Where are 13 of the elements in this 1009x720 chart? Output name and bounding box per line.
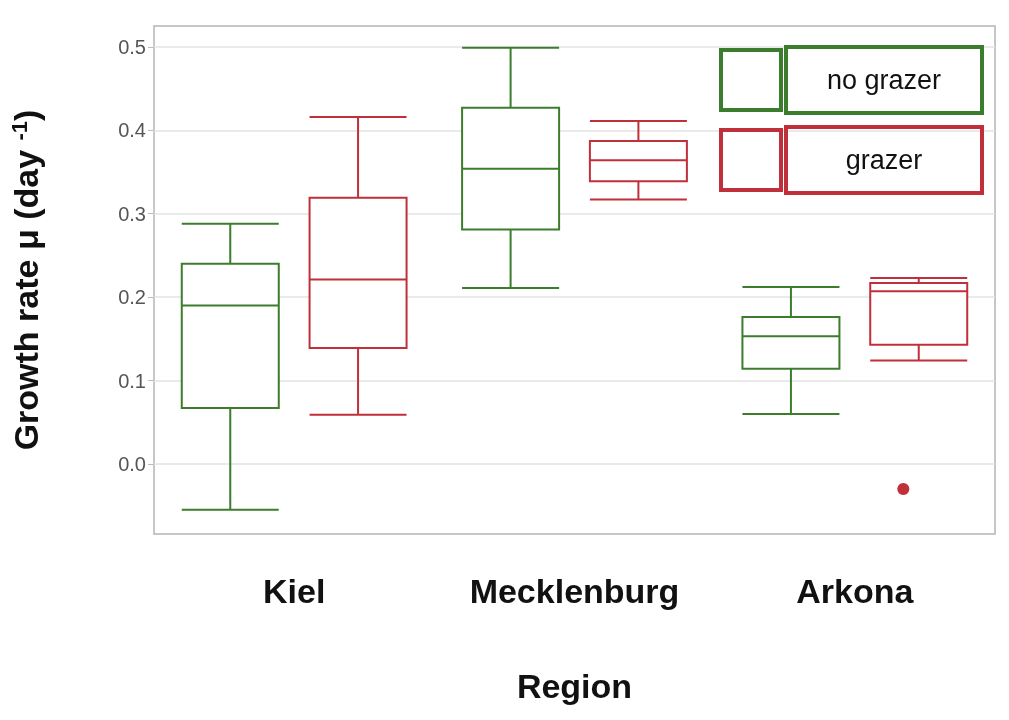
legend-label: no grazer [826, 65, 942, 95]
y-tick-label: 0.4 [118, 119, 146, 142]
x-tick-label: Mecklenburg [469, 572, 680, 610]
y-tick-label: 0.0 [118, 452, 146, 475]
x-tick-label: Arkona [796, 572, 915, 610]
x-tick-label: Kiel [262, 572, 326, 610]
legend-label: grazer [845, 145, 923, 175]
y-tick-label: 0.1 [118, 369, 146, 392]
y-tick-label: 0.2 [118, 286, 146, 309]
y-axis-title: Growth rate μ (day -1) [6, 109, 45, 451]
y-tick-label: 0.5 [118, 35, 146, 58]
x-axis-title: Region [516, 667, 633, 705]
y-tick-label: 0.3 [118, 202, 146, 225]
